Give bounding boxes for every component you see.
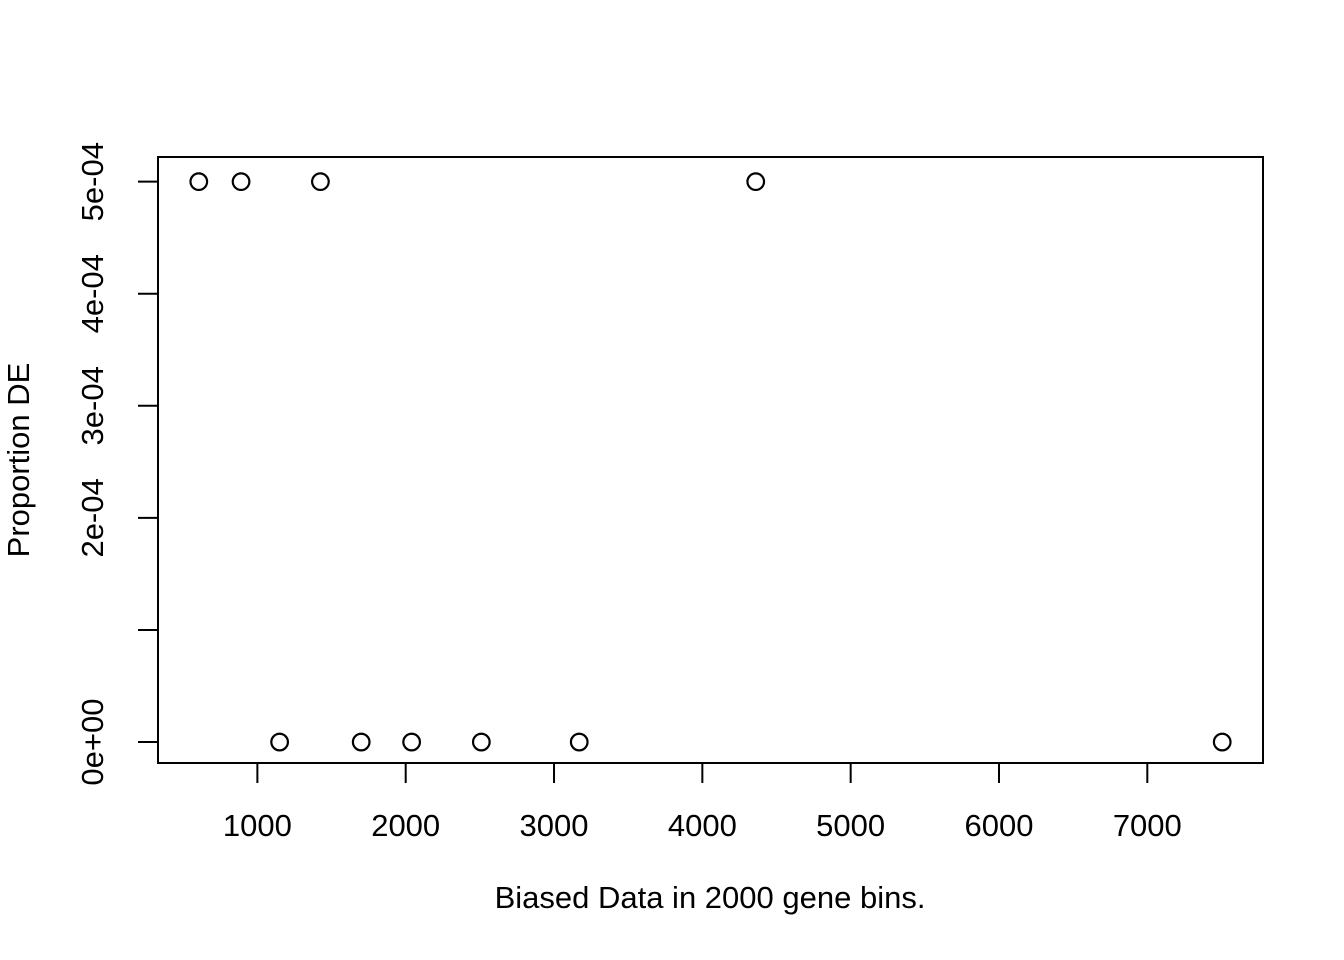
x-tick-label: 4000 bbox=[668, 808, 737, 843]
plot-layer: 1000 2000 3000 4000 5000 6000 7000 0e+00 2e-04 3e… bbox=[75, 142, 1264, 843]
data-point bbox=[1212, 732, 1232, 752]
data-point bbox=[569, 732, 589, 752]
y-tick-label: 4e-04 bbox=[75, 254, 110, 333]
data-point bbox=[270, 732, 290, 752]
y-tick-label: 3e-04 bbox=[75, 366, 110, 445]
data-point bbox=[402, 732, 422, 752]
x-tick-label: 3000 bbox=[520, 808, 589, 843]
data-point bbox=[471, 732, 491, 752]
x-tick-label: 2000 bbox=[371, 808, 440, 843]
x-tick-label: 1000 bbox=[223, 808, 292, 843]
plot-border bbox=[157, 156, 1264, 764]
data-point bbox=[231, 172, 251, 192]
y-axis-title: Proportion DE bbox=[1, 363, 36, 558]
y-tick-label: 0e+00 bbox=[75, 699, 110, 786]
data-point bbox=[311, 172, 330, 192]
x-tick-label: 7000 bbox=[1113, 808, 1182, 843]
data-point bbox=[351, 732, 371, 752]
data-point bbox=[746, 172, 766, 192]
y-tick-label: 5e-04 bbox=[75, 142, 110, 221]
x-axis-title: Biased Data in 2000 gene bins. bbox=[495, 880, 926, 915]
data-point bbox=[189, 172, 209, 192]
y-tick-label: 2e-04 bbox=[75, 478, 110, 557]
x-tick-label: 5000 bbox=[816, 808, 885, 843]
x-tick-label: 6000 bbox=[965, 808, 1034, 843]
